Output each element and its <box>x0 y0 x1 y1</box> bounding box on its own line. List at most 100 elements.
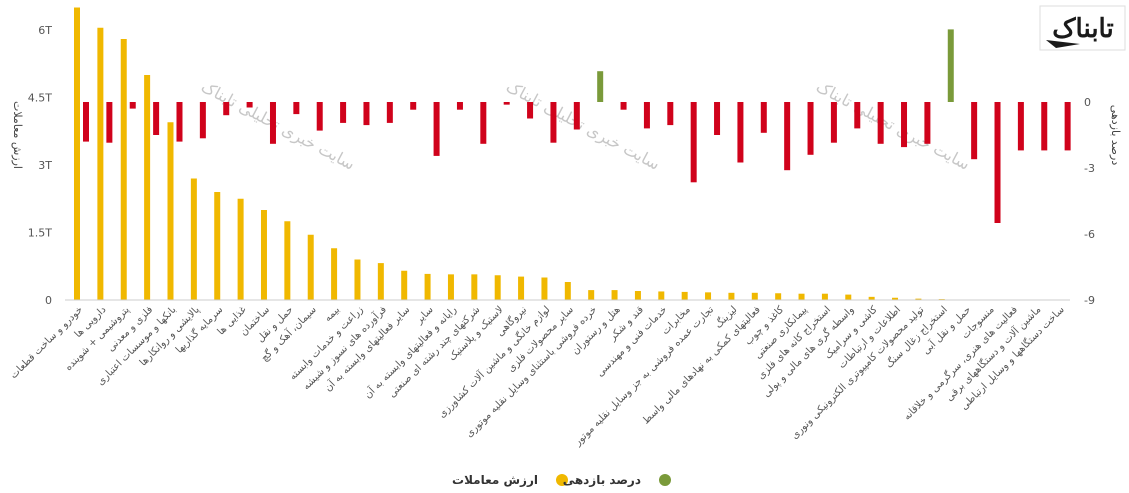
return-bar[interactable] <box>1017 102 1024 151</box>
return-bar[interactable] <box>503 102 510 105</box>
return-bar[interactable] <box>690 102 697 183</box>
right-axis: 0 -3 -6 -9 <box>1084 96 1095 307</box>
value-bar[interactable] <box>284 221 291 300</box>
value-bar[interactable] <box>798 293 805 300</box>
return-bar[interactable] <box>643 102 650 129</box>
value-bar[interactable] <box>494 275 501 300</box>
return-bar[interactable] <box>901 102 908 148</box>
return-bar[interactable] <box>737 102 744 163</box>
value-bar[interactable] <box>354 259 361 301</box>
value-bar[interactable] <box>214 192 221 300</box>
value-bar[interactable] <box>634 291 641 300</box>
value-bar[interactable] <box>167 122 174 300</box>
return-bar[interactable] <box>994 102 1001 223</box>
return-bar[interactable] <box>386 102 393 123</box>
return-bar[interactable] <box>246 102 253 108</box>
legend-label-value: ارزش معاملات <box>452 473 538 487</box>
return-bar[interactable] <box>877 102 884 144</box>
value-bar[interactable] <box>144 75 151 300</box>
value-bar[interactable] <box>97 27 104 300</box>
return-bar[interactable] <box>363 102 370 126</box>
return-bar[interactable] <box>316 102 323 131</box>
value-bar[interactable] <box>260 210 267 300</box>
return-bar[interactable] <box>223 102 230 116</box>
return-series <box>83 29 1071 223</box>
value-bar[interactable] <box>307 234 314 300</box>
return-bar[interactable] <box>807 102 814 155</box>
value-bar[interactable] <box>705 292 712 300</box>
return-bar[interactable] <box>106 102 113 143</box>
right-tick-label: -9 <box>1084 294 1095 307</box>
return-bar[interactable] <box>784 102 791 171</box>
value-bar[interactable] <box>892 297 899 300</box>
return-bar[interactable] <box>527 102 534 119</box>
value-bar[interactable] <box>915 298 922 300</box>
return-bar[interactable] <box>573 102 580 130</box>
left-tick-label: 6T <box>38 24 52 37</box>
value-bar[interactable] <box>821 293 828 300</box>
logo: تابناک <box>1039 5 1126 51</box>
value-bar[interactable] <box>728 292 735 300</box>
value-bar[interactable] <box>845 294 852 300</box>
watermark-1: سایت خبری تحلیلی تابناک <box>198 77 358 175</box>
legend-item-value[interactable]: ارزش معاملات <box>452 473 568 487</box>
value-bar[interactable] <box>120 39 127 300</box>
value-bar[interactable] <box>588 290 595 300</box>
return-bar[interactable] <box>269 102 276 144</box>
return-bar[interactable] <box>456 102 463 110</box>
value-bar[interactable] <box>190 178 197 301</box>
return-bar[interactable] <box>293 102 300 115</box>
return-bar[interactable] <box>176 102 183 142</box>
left-axis: 0 1.5T 3T 4.5T 6T <box>28 24 52 307</box>
return-bar[interactable] <box>854 102 861 129</box>
return-bar[interactable] <box>129 102 136 109</box>
return-bar[interactable] <box>1041 102 1048 151</box>
value-bar[interactable] <box>377 263 384 300</box>
value-bar[interactable] <box>471 274 478 300</box>
value-bar[interactable] <box>401 270 408 300</box>
right-tick-label: -3 <box>1084 162 1095 175</box>
return-bar[interactable] <box>83 102 89 142</box>
return-bar[interactable] <box>550 102 557 143</box>
return-bar[interactable] <box>480 102 487 144</box>
legend-label-return: درصد بازدهی <box>563 473 641 487</box>
return-bar[interactable] <box>830 102 837 143</box>
right-axis-title: درصد بازدهی <box>1109 105 1122 166</box>
legend-marker-value <box>556 474 568 486</box>
value-bar[interactable] <box>564 282 571 300</box>
return-bar[interactable] <box>597 71 604 102</box>
value-bar[interactable] <box>868 296 875 300</box>
legend-item-return[interactable]: درصد بازدهی <box>563 473 671 487</box>
value-bar[interactable] <box>518 276 525 300</box>
return-bar[interactable] <box>947 29 954 102</box>
return-bar[interactable] <box>340 102 347 123</box>
value-bar[interactable] <box>751 292 758 300</box>
value-bar[interactable] <box>74 7 80 301</box>
return-bar[interactable] <box>714 102 721 135</box>
return-bar[interactable] <box>153 102 160 135</box>
return-bar[interactable] <box>924 102 931 144</box>
return-bar[interactable] <box>1064 102 1071 151</box>
value-bar[interactable] <box>331 248 338 300</box>
category-label: بیمه <box>322 304 342 324</box>
left-tick-label: 4.5T <box>28 92 52 105</box>
return-bar[interactable] <box>433 102 440 156</box>
return-bar[interactable] <box>667 102 674 126</box>
return-bar[interactable] <box>971 102 978 160</box>
value-bar[interactable] <box>237 198 244 300</box>
return-bar[interactable] <box>620 102 627 110</box>
value-bar[interactable] <box>447 274 454 300</box>
return-bar[interactable] <box>760 102 767 133</box>
return-bar[interactable] <box>410 102 417 110</box>
value-bar[interactable] <box>424 273 431 300</box>
value-bar[interactable] <box>658 291 665 300</box>
logo-swoosh <box>1046 40 1080 48</box>
return-bar[interactable] <box>199 102 206 139</box>
value-bar[interactable] <box>541 277 548 301</box>
value-bar[interactable] <box>775 293 782 300</box>
value-bar[interactable] <box>611 290 618 300</box>
value-series <box>74 7 945 301</box>
value-bar[interactable] <box>681 291 688 300</box>
